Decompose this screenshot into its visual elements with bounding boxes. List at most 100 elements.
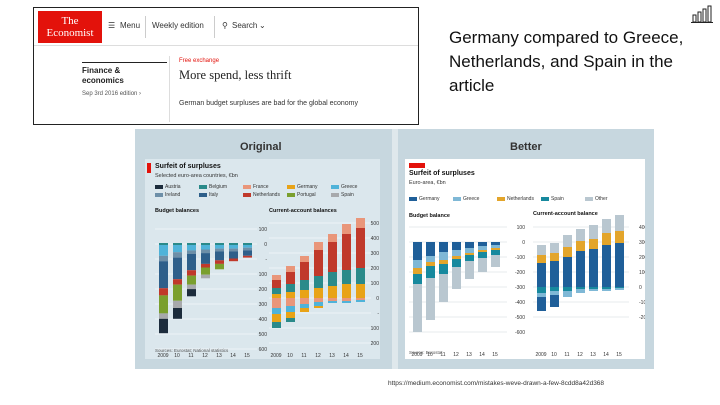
bar-segment	[187, 254, 196, 271]
bar-segment	[439, 274, 448, 302]
tick-label: 2009	[157, 353, 168, 359]
tick-label: -600	[515, 330, 525, 336]
tick-label: -	[265, 257, 267, 263]
bar-segment	[426, 262, 435, 266]
chevron-down-icon[interactable]: ⌄	[259, 21, 266, 30]
bar-segment	[465, 255, 474, 261]
bar-segment	[413, 242, 422, 260]
divider	[214, 16, 215, 38]
original-current-label: Current-account balances	[269, 208, 337, 214]
bar-segment	[491, 248, 500, 250]
legend-swatch	[155, 192, 163, 197]
bar-segment	[356, 284, 365, 298]
tick-label: 400	[639, 225, 645, 231]
tick-label: 13	[466, 352, 472, 358]
bar-segment	[465, 261, 474, 279]
article-kicker[interactable]: Free exchange	[179, 58, 220, 64]
tick-label: 10	[551, 352, 557, 358]
bar-segment	[187, 243, 196, 245]
legend-item: Austria	[155, 184, 181, 190]
better-subtitle: Euro-area, €bn	[409, 180, 446, 186]
legend-item: Ireland	[155, 192, 180, 198]
bar-segment	[328, 301, 337, 303]
divider	[145, 16, 146, 38]
tick-label: 2009	[535, 352, 546, 358]
bar-segment	[272, 322, 281, 328]
bar-segment	[342, 270, 351, 284]
weekly-edition-link[interactable]: Weekly edition	[152, 21, 204, 30]
article-dek: German budget surpluses are bad for the …	[179, 100, 358, 107]
legend-swatch	[331, 184, 339, 189]
bar-segment	[272, 314, 281, 322]
bar-segment	[328, 272, 337, 286]
economist-logo[interactable]: The Economist	[38, 11, 102, 43]
source-url[interactable]: https://medium.economist.com/mistakes-we…	[388, 380, 605, 387]
tick-label: 15	[616, 352, 622, 358]
bar-chart-icon	[691, 5, 713, 23]
bar-segment	[272, 298, 281, 308]
legend-swatch	[287, 184, 295, 189]
better-current-label: Current-account balance	[533, 211, 598, 217]
search-icon[interactable]: ⚲	[222, 21, 228, 30]
bar-segment	[615, 231, 624, 243]
tick-label: 15	[357, 353, 363, 359]
tick-label: 12	[577, 352, 583, 358]
bar-segment	[215, 248, 224, 252]
bar-segment	[215, 260, 224, 264]
tick-label: 10	[174, 353, 180, 359]
bar-segment	[286, 272, 295, 284]
bar-segment	[159, 295, 168, 314]
bar-segment	[300, 304, 309, 308]
bar-segment	[187, 250, 196, 254]
original-budget-label: Budget balances	[155, 208, 200, 214]
red-tag	[409, 163, 425, 168]
bar-segment	[439, 264, 448, 274]
menu-link[interactable]: Menu	[120, 21, 141, 30]
legend-label: France	[253, 184, 269, 190]
bar-segment	[602, 233, 611, 245]
legend-swatch	[585, 196, 593, 201]
bar-segment	[272, 275, 281, 280]
legend-item: Italy	[199, 192, 218, 198]
bar-segment	[413, 274, 422, 284]
bar-segment	[286, 318, 295, 322]
bar-segment	[272, 294, 281, 298]
bar-segment	[173, 300, 182, 308]
article-headline: More spend, less thrift	[179, 68, 292, 82]
bar-segment	[215, 243, 224, 245]
bar-segment	[159, 261, 168, 289]
search-link[interactable]: Search	[232, 21, 258, 30]
tick-label: 14	[230, 353, 236, 359]
slide-caption: Germany compared to Greece, Netherlands,…	[449, 28, 684, 95]
economist-topbar: The Economist ☰ Menu Weekly edition ⚲ Se…	[34, 8, 418, 46]
bar-segment	[342, 234, 351, 270]
tick-label: 200	[259, 287, 268, 293]
tick-label: 11	[564, 352, 569, 358]
bar-segment	[201, 274, 210, 279]
menu-icon[interactable]: ☰	[108, 21, 116, 30]
tick-label: 11	[440, 352, 445, 358]
bar-segment	[314, 288, 323, 298]
bar-segment	[286, 306, 295, 312]
bar-segment	[576, 241, 585, 251]
legend-item: Greece	[453, 196, 479, 202]
bar-segment	[589, 239, 598, 249]
original-panel: Surfeit of surpluses Selected euro-area …	[145, 159, 380, 359]
tick-label: 200	[371, 266, 380, 272]
legend-label: Belgium	[209, 184, 228, 190]
bar-segment	[478, 258, 487, 272]
bar-segment	[563, 291, 572, 297]
bar-segment	[550, 287, 559, 291]
bar-segment	[272, 280, 281, 288]
bar-segment	[563, 235, 572, 247]
original-title: Surfeit of surpluses	[155, 163, 221, 170]
edition-date[interactable]: Sep 3rd 2016 edition ›	[82, 91, 142, 97]
tick-label: 15	[244, 353, 250, 359]
tick-label: 100	[259, 272, 268, 278]
bar-segment	[602, 219, 611, 233]
tick-label: 13	[590, 352, 596, 358]
legend-swatch	[199, 192, 207, 197]
bar-segment	[328, 298, 337, 301]
section-name[interactable]: Finance & economics	[82, 66, 162, 86]
tick-label: 2009	[411, 352, 422, 358]
